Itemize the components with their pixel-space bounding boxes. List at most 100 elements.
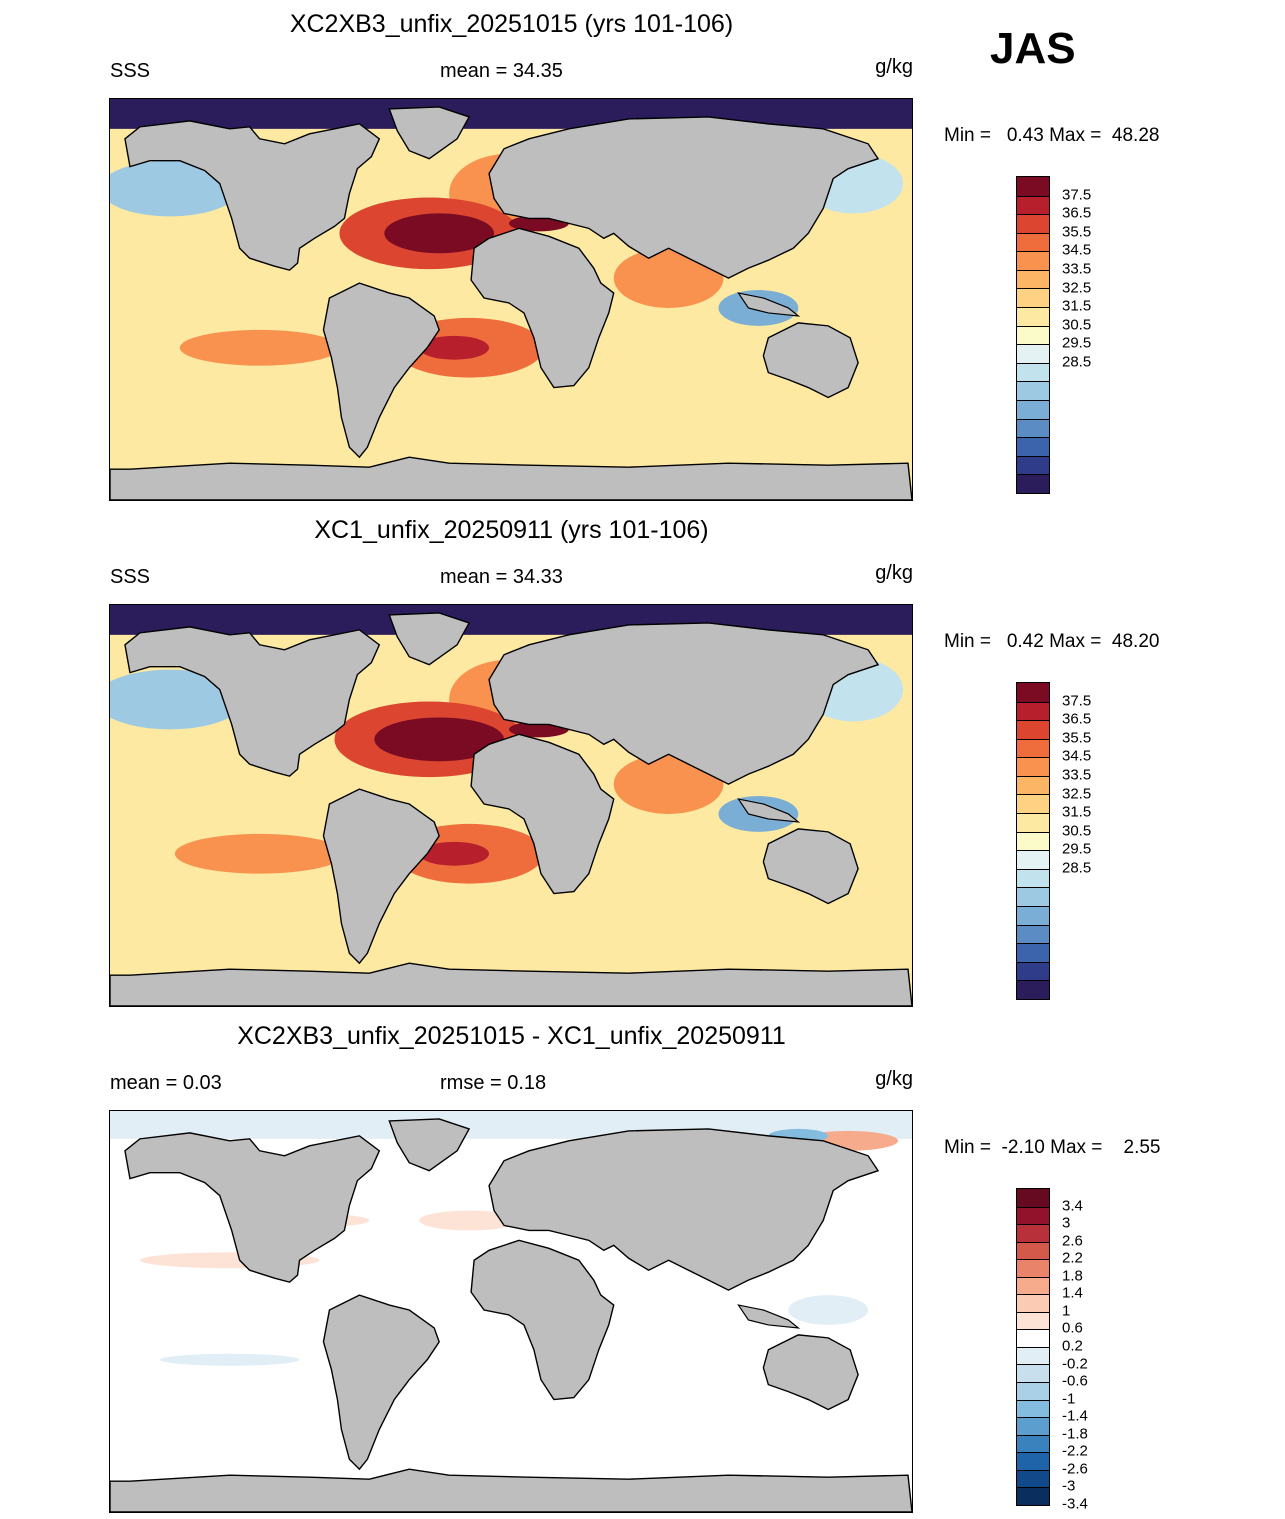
colorbar-tick-label: 0.2 <box>1062 1337 1083 1355</box>
colorbar-swatch <box>1017 1241 1049 1260</box>
colorbar-swatch <box>1017 868 1049 888</box>
colorbar-tick-label: 1.4 <box>1062 1284 1083 1302</box>
colorbar-tick-label: 34.5 <box>1062 747 1092 765</box>
colorbar-swatch <box>1017 1487 1049 1505</box>
colorbar-tick-label: 2.2 <box>1062 1249 1083 1267</box>
colorbar-swatch <box>1017 1189 1049 1207</box>
variable-label: SSS <box>110 566 151 588</box>
colorbar-tick-label: 1.8 <box>1062 1267 1083 1285</box>
panel-title: XC2XB3_unfix_20251015 (yrs 101-106) <box>289 10 734 38</box>
colorbar-swatch <box>1017 269 1049 289</box>
colorbar-tick-label: 35.5 <box>1062 223 1092 241</box>
colorbar-tick-label: 33.5 <box>1062 766 1092 784</box>
units-label: g/kg <box>875 562 913 584</box>
colorbar-swatch <box>1017 177 1049 196</box>
colorbar-tick-label: 32.5 <box>1062 279 1092 297</box>
colorbar-tick-label: 34.5 <box>1062 241 1092 259</box>
colorbar-swatches <box>1016 682 1050 1000</box>
colorbar-tick-label: 30.5 <box>1062 316 1092 334</box>
difference-map <box>109 1110 913 1513</box>
colorbar-swatch <box>1017 1417 1049 1435</box>
colorbar: 37.5 36.5 35.5 34.5 33.5 32.5 31.5 30.5 29.5 28.5 <box>1016 176 1091 494</box>
colorbar-tick-label: 2.6 <box>1062 1232 1083 1250</box>
colorbar-swatch <box>1017 195 1049 215</box>
colorbar-swatch <box>1017 325 1049 345</box>
colorbar-swatch <box>1017 288 1049 308</box>
colorbar-swatch <box>1017 1346 1049 1365</box>
colorbar-swatch <box>1017 980 1049 999</box>
colorbar-swatch <box>1017 813 1049 832</box>
mean-label: mean = 34.35 <box>440 60 563 82</box>
colorbar-swatches <box>1016 1188 1050 1506</box>
units-label: g/kg <box>875 1068 913 1090</box>
colorbar-swatch <box>1017 232 1049 252</box>
panel-title: XC2XB3_unfix_20251015 - XC1_unfix_202509… <box>237 1022 786 1050</box>
colorbar-tick-label: -2.2 <box>1062 1442 1088 1460</box>
colorbar-swatch <box>1017 905 1049 925</box>
colorbar-swatch <box>1017 794 1049 814</box>
colorbar-swatch <box>1017 887 1049 906</box>
colorbar-swatch <box>1017 307 1049 326</box>
colorbar-tick-label: 37.5 <box>1062 186 1092 204</box>
colorbar-swatch <box>1017 738 1049 758</box>
min-max-label: Min = 0.43 Max = 48.28 <box>944 125 1160 146</box>
colorbar-tick-label: 31.5 <box>1062 297 1092 315</box>
colorbar-swatch <box>1017 1469 1049 1488</box>
panel-experiment: XC2XB3_unfix_20251015 (yrs 101-106) SSS … <box>0 0 1285 506</box>
colorbar-swatch <box>1017 399 1049 419</box>
colorbar-tick-label: 28.5 <box>1062 859 1092 877</box>
colorbar-tick-label: 0.6 <box>1062 1319 1083 1337</box>
colorbar-tick-label: 3.4 <box>1062 1197 1083 1215</box>
colorbar-swatch <box>1017 1311 1049 1330</box>
colorbar-swatch <box>1017 251 1049 270</box>
colorbar-swatch <box>1017 775 1049 795</box>
colorbar-tick-label: -3 <box>1062 1477 1076 1495</box>
colorbar-swatch <box>1017 943 1049 962</box>
colorbar-swatch <box>1017 362 1049 382</box>
colorbar-swatch <box>1017 683 1049 702</box>
units-label: g/kg <box>875 56 913 78</box>
colorbar-tick-label: 36.5 <box>1062 710 1092 728</box>
colorbar-swatch <box>1017 1294 1049 1312</box>
rmse-label: rmse = 0.18 <box>440 1072 547 1094</box>
colorbar-swatches <box>1016 176 1050 494</box>
salinity-map <box>109 98 913 501</box>
colorbar-tick-label: -1.4 <box>1062 1407 1088 1425</box>
colorbar-tick-label: 29.5 <box>1062 840 1092 858</box>
colorbar-swatch <box>1017 1206 1049 1225</box>
min-max-label: Min = 0.42 Max = 48.20 <box>944 631 1160 652</box>
colorbar-swatch <box>1017 1329 1049 1347</box>
salinity-map <box>109 604 913 1007</box>
mean-label: mean = 0.03 <box>110 1072 222 1094</box>
colorbar-swatch <box>1017 701 1049 721</box>
min-max-label: Min = -2.10 Max = 2.55 <box>944 1137 1161 1158</box>
colorbar-swatch <box>1017 850 1049 869</box>
panel-difference: XC2XB3_unfix_20251015 - XC1_unfix_202509… <box>0 1012 1285 1518</box>
colorbar-tick-label: 32.5 <box>1062 785 1092 803</box>
colorbar-tick-label: -0.2 <box>1062 1355 1088 1373</box>
colorbar-swatch <box>1017 1434 1049 1453</box>
colorbar-swatch <box>1017 344 1049 363</box>
colorbar-swatch <box>1017 1224 1049 1242</box>
colorbar-swatch <box>1017 214 1049 233</box>
colorbar-tick-label: 28.5 <box>1062 353 1092 371</box>
colorbar-tick-label: -0.6 <box>1062 1372 1088 1390</box>
colorbar: 37.5 36.5 35.5 34.5 33.5 32.5 31.5 30.5 29.5 28.5 <box>1016 682 1091 1000</box>
colorbar-tick-label: 33.5 <box>1062 260 1092 278</box>
colorbar-swatch <box>1017 831 1049 851</box>
colorbar-swatch <box>1017 1399 1049 1418</box>
colorbar-swatch <box>1017 961 1049 981</box>
colorbar-swatch <box>1017 924 1049 944</box>
colorbar-swatch <box>1017 757 1049 776</box>
mean-label: mean = 34.33 <box>440 566 563 588</box>
colorbar-tick-label: 3 <box>1062 1214 1071 1232</box>
colorbar-swatch <box>1017 1259 1049 1277</box>
colorbar-tick-label: -1 <box>1062 1390 1076 1408</box>
colorbar-tick-label: 30.5 <box>1062 822 1092 840</box>
colorbar-swatch <box>1017 1452 1049 1470</box>
colorbar-swatch <box>1017 1382 1049 1400</box>
variable-label: SSS <box>110 60 151 82</box>
colorbar-tick-label: 37.5 <box>1062 692 1092 710</box>
colorbar-tick-label: 31.5 <box>1062 803 1092 821</box>
colorbar: 3.4 3 2.6 2.2 1.8 1.4 1 0.6 0.2 -0.2 -0.6 -1 -1.4 -1.… <box>1016 1188 1088 1513</box>
